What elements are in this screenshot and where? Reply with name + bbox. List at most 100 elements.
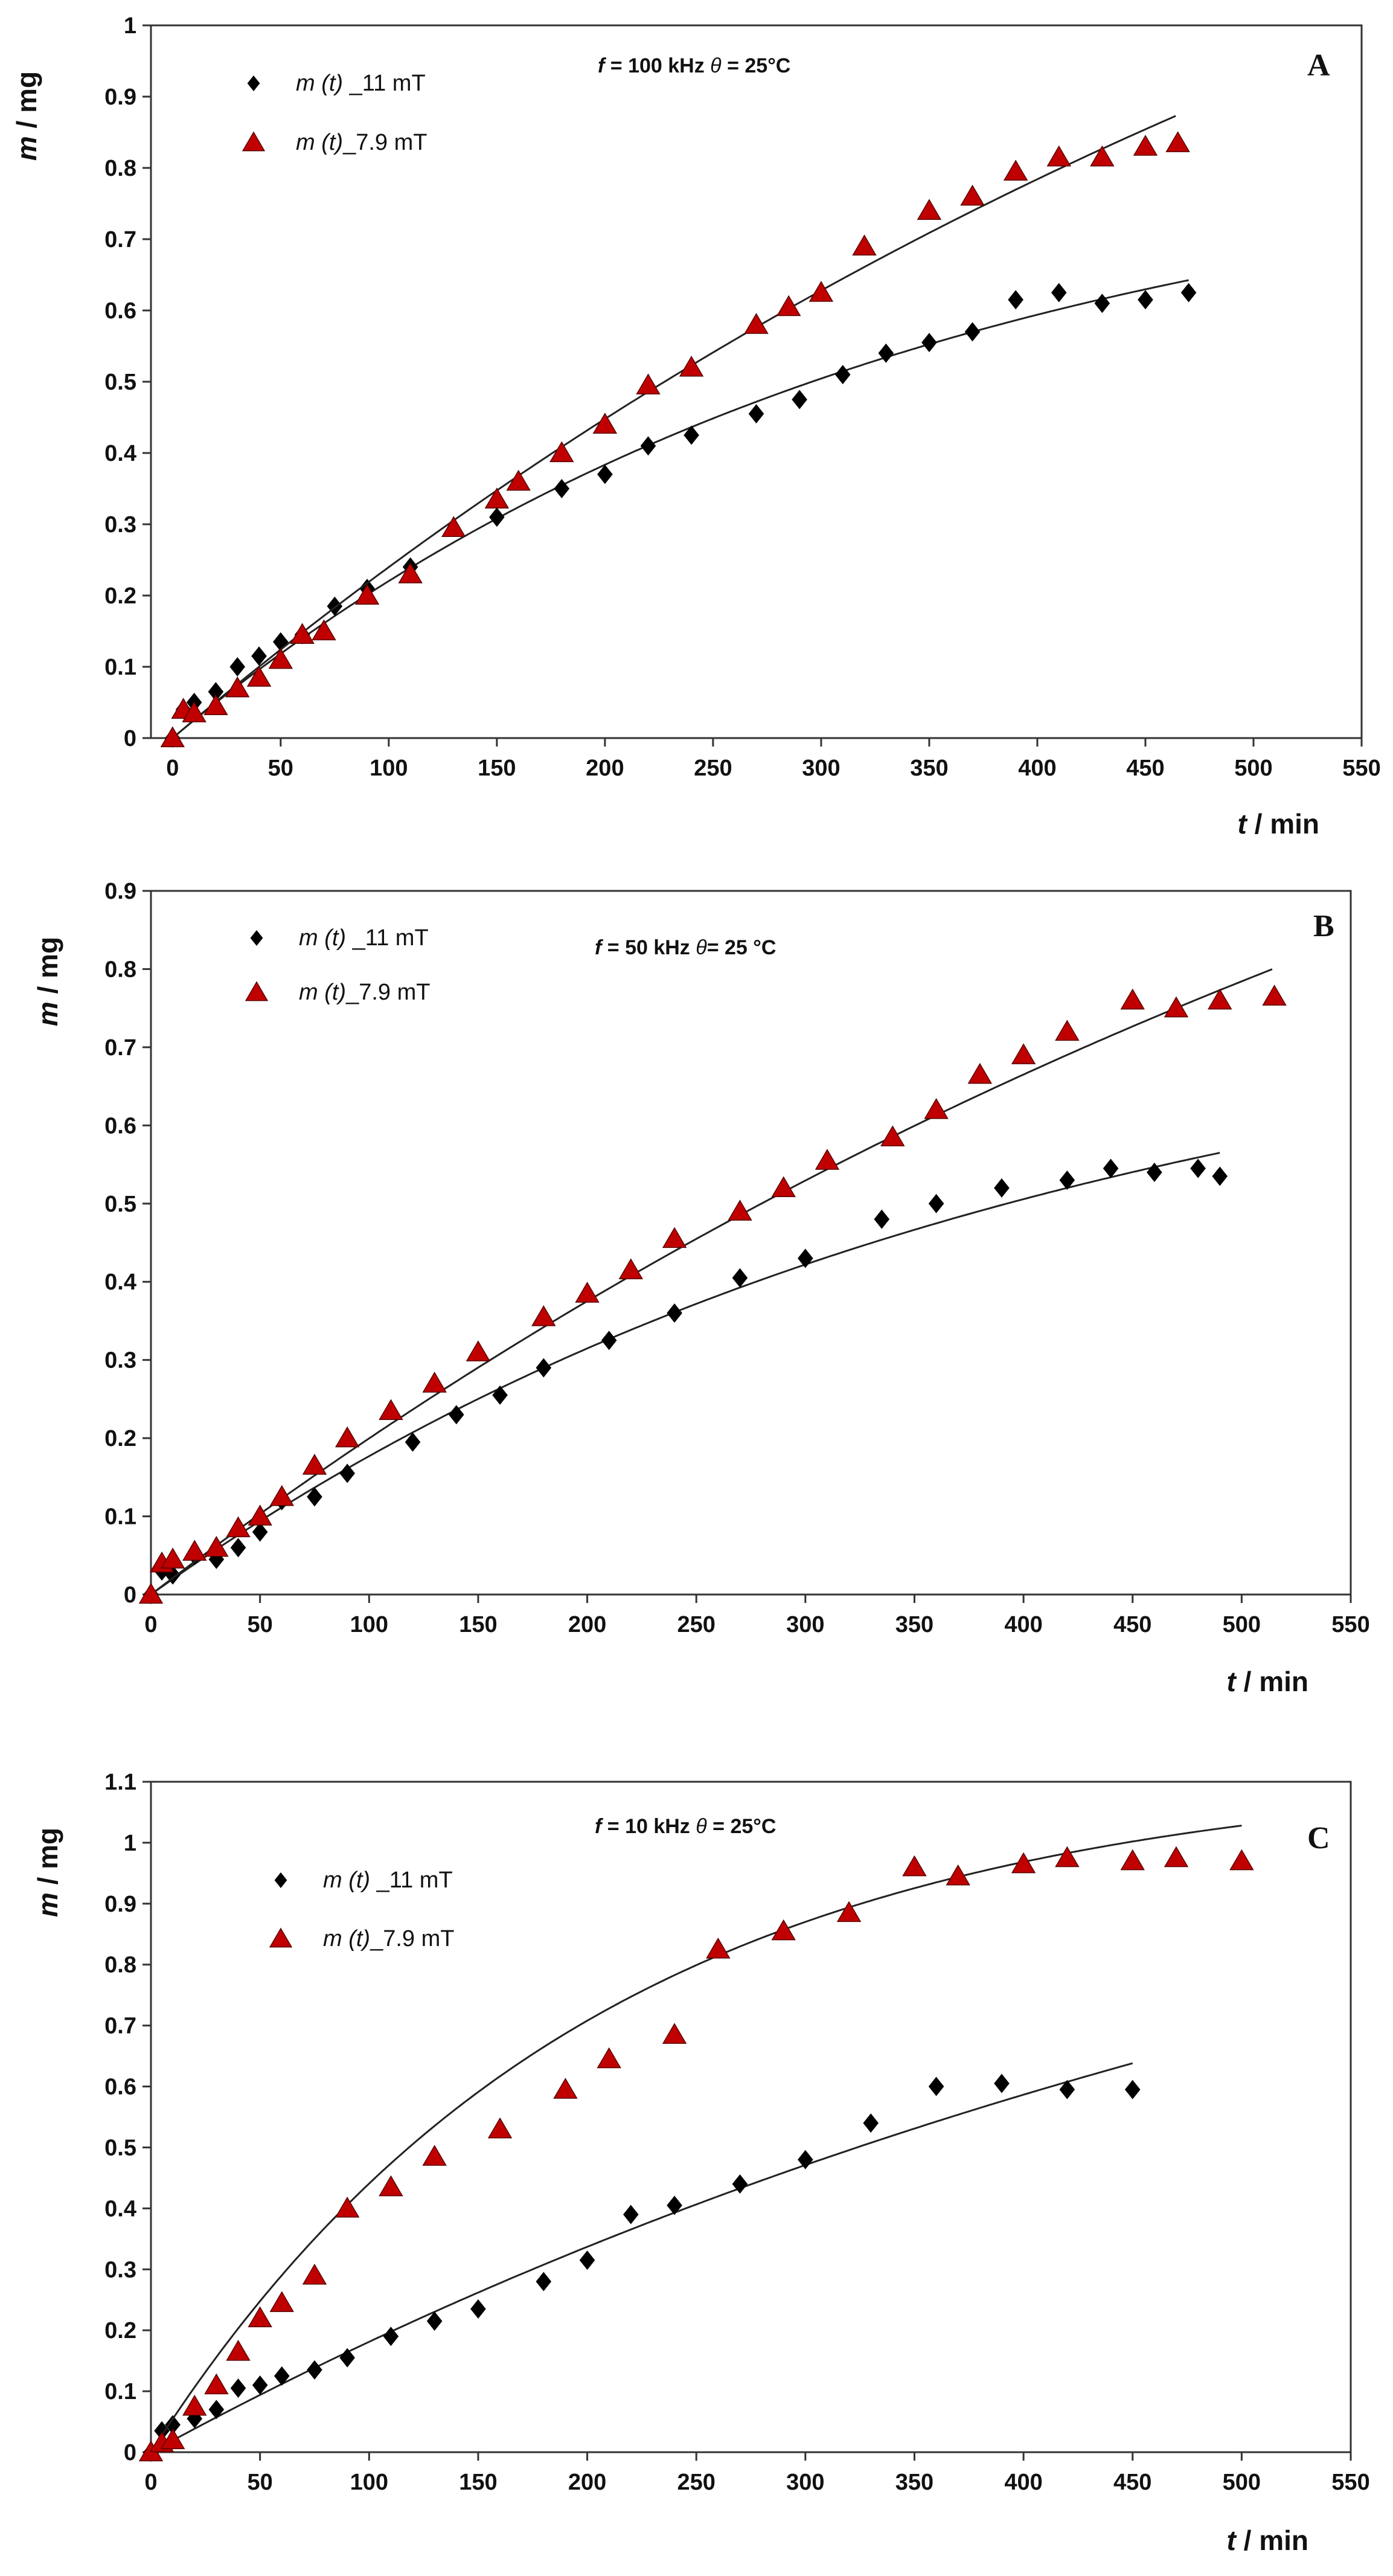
data-point	[251, 646, 267, 666]
x-axis-unit: / min	[1236, 1666, 1308, 1697]
panel-label: B	[1313, 909, 1334, 943]
legend-symbol: m	[296, 130, 315, 155]
x-tick-label: 500	[1223, 1612, 1261, 1637]
data-point	[1133, 135, 1158, 156]
data-point	[182, 1540, 207, 1561]
legend-var: (t)	[315, 71, 343, 96]
data-point	[274, 2366, 290, 2386]
x-tick-label: 550	[1331, 2470, 1369, 2495]
data-point	[579, 2250, 595, 2270]
condition-label: f = 10 kHz θ = 25°C	[595, 1815, 776, 1838]
legend-symbol: m	[299, 925, 318, 951]
y-tick-label: 0.3	[104, 2257, 136, 2282]
data-point	[728, 1200, 752, 1221]
x-axis-symbol: t	[1227, 2525, 1237, 2556]
data-point	[208, 682, 224, 702]
legend-var: (t)	[342, 1868, 370, 1893]
x-tick-label: 500	[1234, 756, 1272, 781]
data-point	[182, 2394, 207, 2416]
data-point	[441, 516, 466, 538]
data-point	[679, 355, 704, 377]
x-axis-symbol: t	[1238, 808, 1248, 840]
data-point	[878, 343, 894, 363]
frequency-symbol: f	[595, 936, 604, 959]
y-tick-label: 0.4	[104, 1270, 136, 1295]
y-tick-label: 0.9	[104, 85, 136, 110]
legend-entry: m (t)_7.9 mT	[245, 980, 430, 1005]
x-tick-label: 150	[459, 1612, 497, 1637]
chart-panel-c: 0 0.1 0.2 0.3 0.4 0.5 0.6 0.7 0.8 0.9 1 1.1 0 50 100 15…	[32, 1770, 1370, 2556]
legend-marker	[250, 930, 263, 946]
panel-label: A	[1307, 48, 1330, 83]
data-point	[246, 666, 272, 687]
x-tick-label: 50	[268, 756, 293, 781]
legend-entry: m (t) _11 mT	[250, 925, 429, 951]
y-tick-label: 0.7	[104, 1035, 136, 1061]
data-point	[798, 2150, 813, 2170]
data-point	[640, 436, 656, 456]
series-11mT	[165, 279, 1197, 748]
y-axis-symbol: m	[32, 1001, 63, 1026]
data-point	[1212, 1166, 1228, 1186]
data-point	[204, 2373, 229, 2395]
data-point	[1164, 1846, 1189, 1868]
y-tick-label: 0.2	[104, 2318, 136, 2343]
x-axis-label: t / min	[1238, 808, 1319, 840]
data-point	[732, 2174, 748, 2194]
data-point	[994, 2073, 1010, 2093]
legend-entry: m (t)_7.9 mT	[269, 1926, 454, 1951]
y-tick-label: 0.7	[104, 2014, 136, 2039]
data-point	[744, 313, 769, 334]
data-point	[601, 1331, 617, 1351]
data-point	[748, 404, 764, 424]
data-point	[229, 657, 246, 676]
x-tick-label: 300	[786, 1612, 824, 1637]
x-tick-label: 350	[895, 2470, 933, 2495]
data-point	[776, 295, 801, 316]
frequency-symbol: f	[595, 1815, 604, 1838]
chart-panel-b: 0 0.1 0.2 0.3 0.4 0.5 0.6 0.7 0.8 0.9 0 50 100 150 200…	[32, 879, 1370, 1697]
y-tick-label: 0.6	[104, 2075, 136, 2100]
data-point	[667, 1303, 682, 1323]
y-axis-unit: / mg	[32, 1828, 63, 1892]
data-point	[248, 2306, 272, 2328]
legend-suffix: _7.9 mT	[342, 130, 427, 155]
legend-label: m (t) _11 mT	[296, 71, 426, 96]
data-point	[771, 1919, 796, 1941]
data-point	[160, 1547, 185, 1569]
data-point	[834, 365, 851, 385]
x-tick-label: 350	[910, 756, 948, 781]
y-tick-label: 0.6	[104, 298, 136, 324]
y-axis-label: m / mg	[32, 1828, 63, 1917]
data-point	[928, 2077, 944, 2096]
legend-symbol: m	[299, 980, 318, 1005]
x-tick-label: 150	[459, 2470, 497, 2495]
data-point	[335, 2196, 360, 2218]
y-tick-label: 0.8	[104, 957, 136, 982]
data-point	[226, 1516, 251, 1538]
series-11mT	[143, 1152, 1228, 1604]
data-point	[1103, 1158, 1119, 1178]
x-tick-label: 250	[677, 1612, 715, 1637]
legend-label: m (t)_7.9 mT	[296, 130, 427, 155]
panel-label: C	[1307, 1821, 1330, 1855]
x-tick-label: 450	[1126, 756, 1164, 781]
y-axis-label: m / mg	[11, 71, 42, 161]
y-axis-label: m / mg	[32, 937, 63, 1026]
data-point	[1003, 159, 1028, 181]
data-point	[470, 2299, 486, 2319]
y-tick-label: 0.3	[104, 1348, 136, 1373]
data-point	[1180, 283, 1197, 303]
data-point	[815, 1149, 840, 1170]
x-tick-label: 200	[568, 1612, 606, 1637]
data-point	[618, 1258, 644, 1279]
data-point	[252, 2375, 268, 2395]
y-tick-label: 0.2	[104, 583, 136, 609]
x-tick-label: 550	[1342, 756, 1380, 781]
x-tick-label: 300	[786, 2470, 824, 2495]
data-point	[208, 2400, 225, 2420]
data-point	[792, 390, 807, 410]
data-point	[636, 373, 661, 395]
legend-suffix: _11 mT	[370, 1868, 453, 1893]
